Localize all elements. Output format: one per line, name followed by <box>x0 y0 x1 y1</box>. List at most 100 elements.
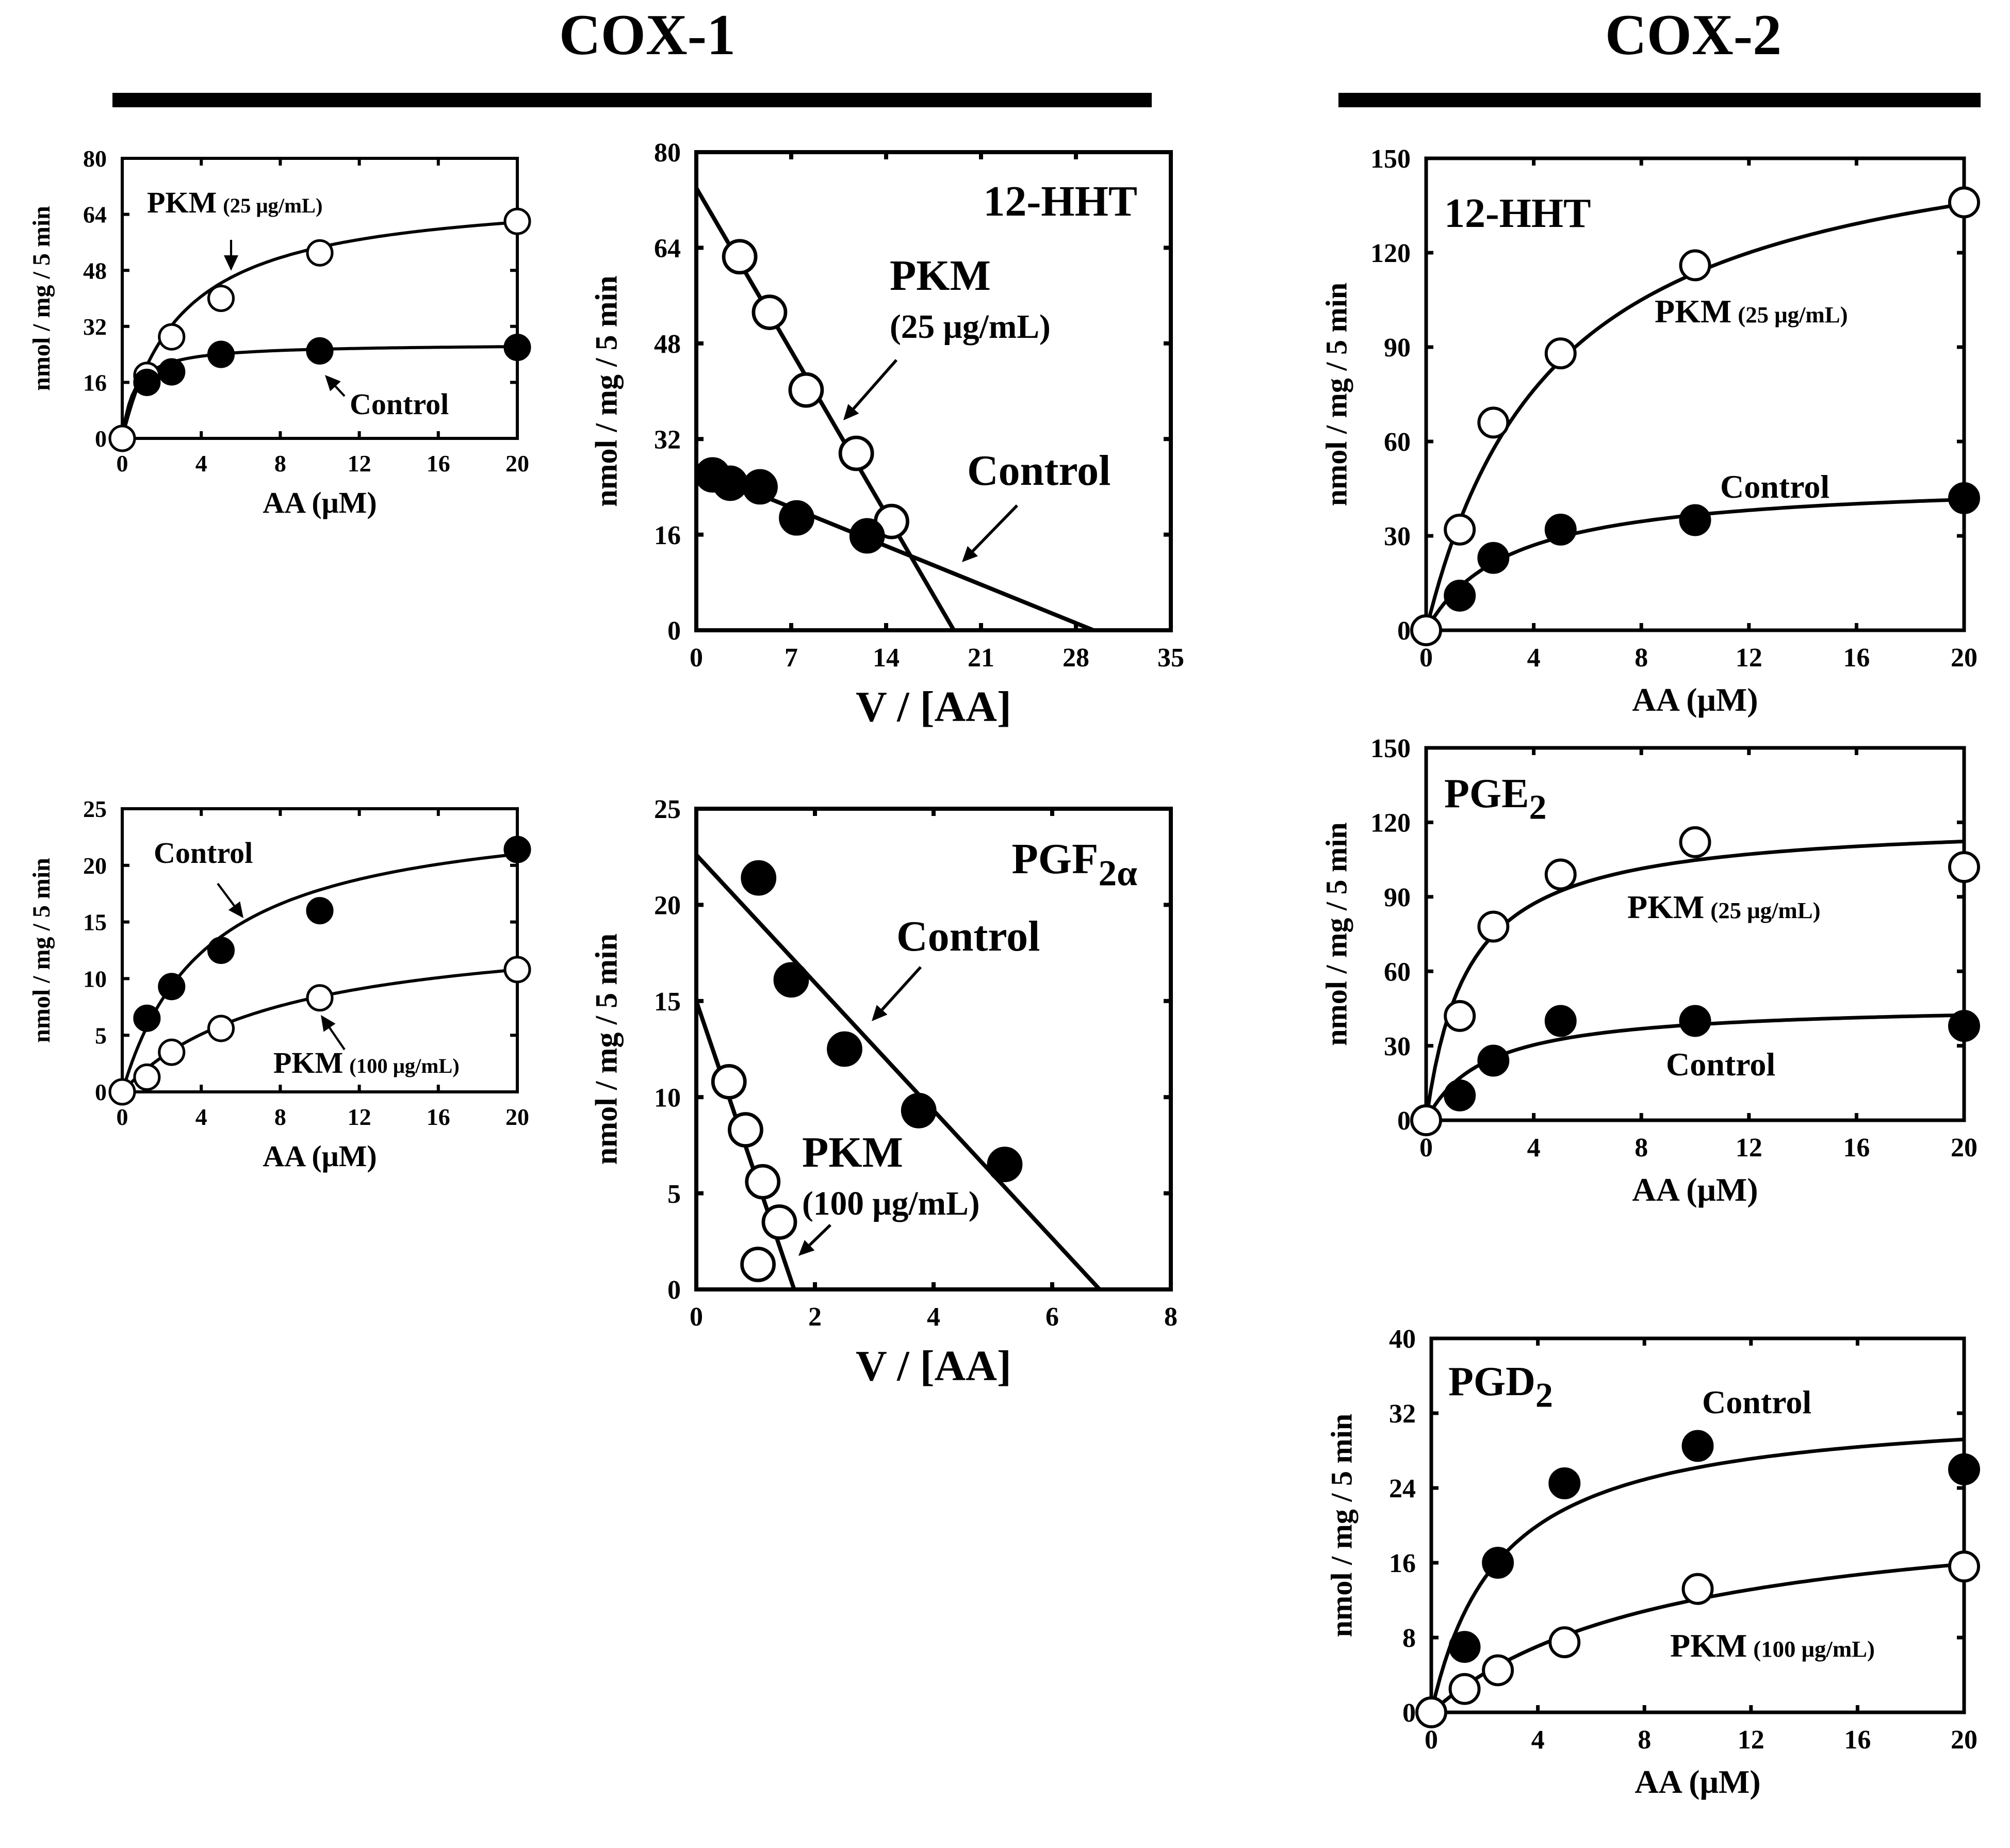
data-point-pkm <box>1548 1626 1581 1659</box>
x-tick-label: 4 <box>1527 643 1541 673</box>
y-tick-label: 20 <box>83 853 107 879</box>
data-point-control <box>1681 1430 1714 1462</box>
data-point-control <box>306 897 334 925</box>
data-point-pkm <box>1415 1696 1447 1728</box>
annotation-arrowhead <box>962 546 978 562</box>
annotation-concentration: (25 μg/mL) <box>1738 302 1848 328</box>
data-point-pkm <box>728 1112 763 1148</box>
annotation-concentration: (100 μg/mL) <box>349 1054 459 1077</box>
y-tick-label: 60 <box>1384 428 1411 457</box>
y-tick-label: 16 <box>83 370 107 396</box>
annotation-arrowhead <box>224 255 238 271</box>
y-tick-label: 10 <box>83 966 107 992</box>
fit-curve-pkm <box>1424 840 1965 1121</box>
x-tick-label: 16 <box>427 1104 450 1130</box>
data-point-control <box>1548 1467 1581 1499</box>
data-point-control <box>1679 504 1711 536</box>
plot-frame <box>1429 1336 1966 1714</box>
annotation-concentration: (100 μg/mL) <box>802 1185 980 1222</box>
data-point-pkm <box>722 239 758 275</box>
x-tick-label: 8 <box>274 1104 286 1130</box>
cox1-group-bar <box>112 93 1152 107</box>
data-point-control <box>741 860 777 896</box>
x-tick-label: 8 <box>1635 1133 1648 1163</box>
chart-title: 12-HHT <box>1444 191 1591 236</box>
data-point-pkm <box>158 323 186 351</box>
y-tick-label: 20 <box>654 891 681 921</box>
data-point-control <box>849 518 885 554</box>
x-tick-label: 8 <box>1164 1302 1178 1332</box>
data-point-pkm <box>207 1015 235 1042</box>
data-point-pkm <box>1948 851 1980 884</box>
y-axis-label: nmol / mg / 5 min <box>1320 822 1353 1045</box>
data-point-control <box>712 465 748 501</box>
annotation-concentration: (100 μg/mL) <box>1753 1636 1875 1662</box>
annotation-label: PKM (25 μg/mL) <box>1655 293 1848 330</box>
y-tick-label: 0 <box>1402 1698 1416 1728</box>
data-point-control <box>987 1147 1023 1183</box>
data-point-pkm <box>306 984 334 1012</box>
annotation-label: Control <box>967 447 1110 495</box>
data-point-pkm <box>1544 337 1577 370</box>
data-point-pkm <box>1948 186 1980 219</box>
y-tick-label: 0 <box>1397 616 1411 646</box>
x-tick-label: 16 <box>427 450 450 477</box>
x-axis-label: AA (μM) <box>1632 681 1758 718</box>
x-tick-label: 14 <box>873 643 900 673</box>
data-point-control <box>158 973 186 1001</box>
y-tick-label: 48 <box>83 257 107 284</box>
data-point-control <box>207 936 235 964</box>
data-point-pkm <box>1477 910 1510 943</box>
annotation-arrowhead <box>872 1005 888 1021</box>
x-tick-label: 20 <box>1951 1725 1978 1755</box>
x-tick-label: 4 <box>1531 1725 1545 1755</box>
x-tick-label: 21 <box>968 643 994 673</box>
chart-title: PGF2α <box>1011 835 1137 894</box>
y-tick-label: 30 <box>1384 1032 1411 1061</box>
data-point-control <box>1477 542 1510 574</box>
annotation-arrowhead <box>228 901 243 918</box>
x-tick-label: 12 <box>348 1104 371 1130</box>
cox1-hht-eh-chart: 0 7 14 21 28 35 0 16 32 48 64 80 V / [AA] nmol / mg /… <box>590 138 1184 731</box>
annotation-arrowhead <box>321 1015 336 1032</box>
y-tick-label: 15 <box>83 909 107 936</box>
y-tick-label: 0 <box>667 1275 681 1305</box>
data-point-control <box>1444 1079 1476 1111</box>
x-tick-label: 20 <box>505 450 529 477</box>
data-point-control <box>1544 1005 1577 1037</box>
y-tick-label: 16 <box>1389 1549 1416 1578</box>
plot-frame <box>1424 156 1966 632</box>
data-point-control <box>901 1092 937 1129</box>
cox1-pgf-mm-chart: 0 4 8 12 16 20 0 5 10 15 20 25 AA (μM) nmol / mg / 5 … <box>28 796 531 1173</box>
x-tick-label: 12 <box>1736 643 1762 673</box>
data-point-pkm <box>1948 1550 1980 1583</box>
y-tick-label: 60 <box>1384 957 1411 987</box>
y-axis-label: nmol / mg / 5 min <box>28 206 55 391</box>
data-point-control <box>1948 1010 1980 1042</box>
cox1-group-label: COX-1 <box>559 3 736 67</box>
annotation-label: Control <box>154 836 253 870</box>
x-tick-label: 2 <box>808 1302 822 1332</box>
x-axis-label: AA (μM) <box>1635 1763 1760 1800</box>
x-tick-label: 4 <box>1527 1133 1541 1163</box>
annotation-concentration: (25 μg/mL) <box>1710 897 1820 923</box>
chart-title: PGD2 <box>1448 1359 1553 1414</box>
y-tick-label: 24 <box>1389 1474 1416 1503</box>
annotation-concentration: (25 μg/mL) <box>890 308 1051 346</box>
data-point-control <box>503 836 531 863</box>
x-axis-label: AA (μM) <box>1632 1171 1758 1208</box>
cox2-group-bar <box>1338 93 1981 107</box>
plot-frame <box>121 807 519 1093</box>
data-point-pkm <box>108 1078 136 1106</box>
annotation-arrow <box>852 359 898 410</box>
x-tick-label: 0 <box>1425 1725 1438 1755</box>
y-tick-label: 0 <box>95 1079 107 1105</box>
y-tick-label: 48 <box>654 330 681 359</box>
data-point-control <box>503 333 531 362</box>
data-point-control <box>742 469 778 505</box>
x-tick-label: 8 <box>1638 1725 1651 1755</box>
y-tick-label: 90 <box>1384 883 1411 912</box>
y-tick-label: 8 <box>1402 1624 1416 1653</box>
cox2-hht-chart: 0 4 8 12 16 20 0 30 60 90 120 150 AA (μM) nmol / mg /… <box>1320 144 1980 718</box>
data-point-pkm <box>761 1204 797 1240</box>
